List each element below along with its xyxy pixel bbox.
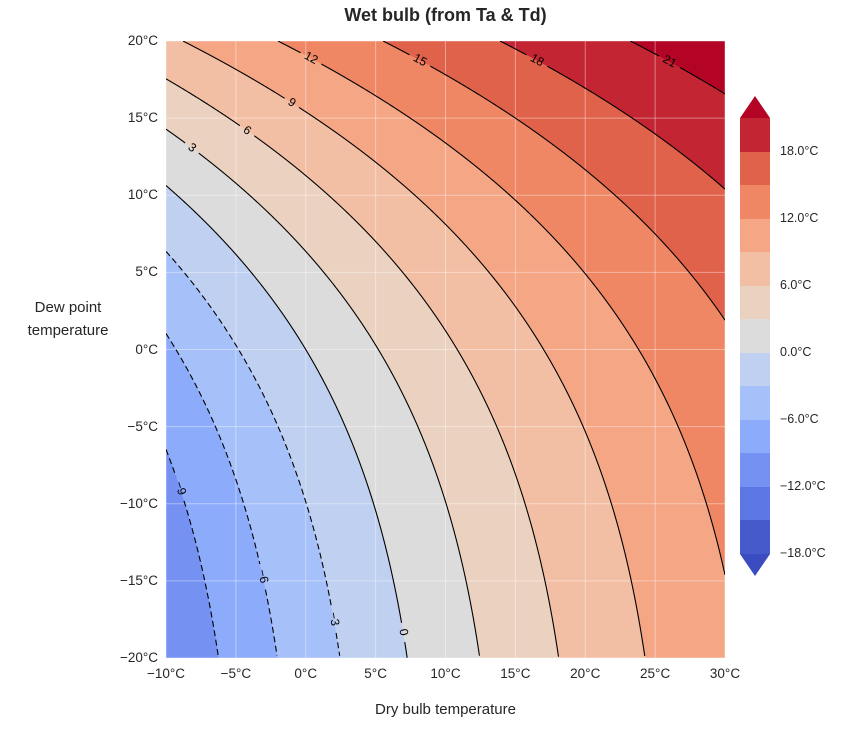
x-tick-label: 5°C xyxy=(364,666,387,681)
x-tick-label: −10°C xyxy=(146,666,186,681)
colorbar-band xyxy=(740,151,770,186)
x-axis-label: Dry bulb temperature xyxy=(375,701,516,718)
y-tick-label: 20°C xyxy=(127,33,158,48)
chart-title: Wet bulb (from Ta & Td) xyxy=(344,5,547,25)
colorbar-band xyxy=(740,453,770,487)
plot-area xyxy=(166,41,725,658)
colorbar-tick-label: 0.0°C xyxy=(780,344,812,359)
colorbar: 18.0°C 12.0°C 6.0°C 0.0°C −6.0°C −12.0°C −18.0… xyxy=(740,96,826,576)
x-tick-label: 10°C xyxy=(430,666,461,681)
colorbar-tick-label: 12.0°C xyxy=(780,210,819,225)
y-tick-label: −5°C xyxy=(127,418,158,434)
colorbar-band xyxy=(740,520,770,554)
y-tick-label: −15°C xyxy=(119,572,158,588)
y-tick-label: −20°C xyxy=(119,650,158,665)
colorbar-extend-min-arrow xyxy=(740,554,770,576)
y-tick-label: 0°C xyxy=(135,341,158,357)
y-tick-label: 10°C xyxy=(127,187,158,203)
colorbar-tick-label: 18.0°C xyxy=(780,143,819,158)
colorbar-band xyxy=(740,419,770,454)
x-tick-label: −5°C xyxy=(220,666,252,681)
colorbar-band xyxy=(740,386,770,420)
colorbar-extend-max-arrow xyxy=(740,96,770,118)
colorbar-tick-label: −12.0°C xyxy=(780,478,826,493)
x-tick-label: 0°C xyxy=(294,666,318,681)
colorbar-band xyxy=(740,319,770,353)
contour-canvas xyxy=(166,41,725,658)
colorbar-band xyxy=(740,486,770,521)
y-axis-label-line1: Dew point xyxy=(34,299,102,316)
colorbar-tick-label: 6.0°C xyxy=(780,277,812,292)
colorbar-band xyxy=(740,352,770,387)
y-tick-label: −10°C xyxy=(119,495,158,511)
x-tick-label: 30°C xyxy=(709,666,741,681)
colorbar-band xyxy=(740,285,770,320)
colorbar-bands xyxy=(740,118,770,554)
colorbar-tick-label: −6.0°C xyxy=(780,411,819,426)
y-tick-label: 5°C xyxy=(135,264,158,280)
colorbar-band xyxy=(740,218,770,253)
y-axis-label: Dew point temperature xyxy=(8,297,128,342)
colorbar-tick-label: −18.0°C xyxy=(780,546,826,560)
x-tick-label: 15°C xyxy=(500,666,531,681)
x-tick-label: 20°C xyxy=(570,666,601,681)
x-tick-label: 25°C xyxy=(640,666,671,681)
y-axis-label-line2: temperature xyxy=(27,321,109,339)
colorbar-band xyxy=(740,252,770,286)
colorbar-band xyxy=(740,118,770,152)
y-tick-label: 15°C xyxy=(127,110,158,126)
colorbar-band xyxy=(740,185,770,219)
